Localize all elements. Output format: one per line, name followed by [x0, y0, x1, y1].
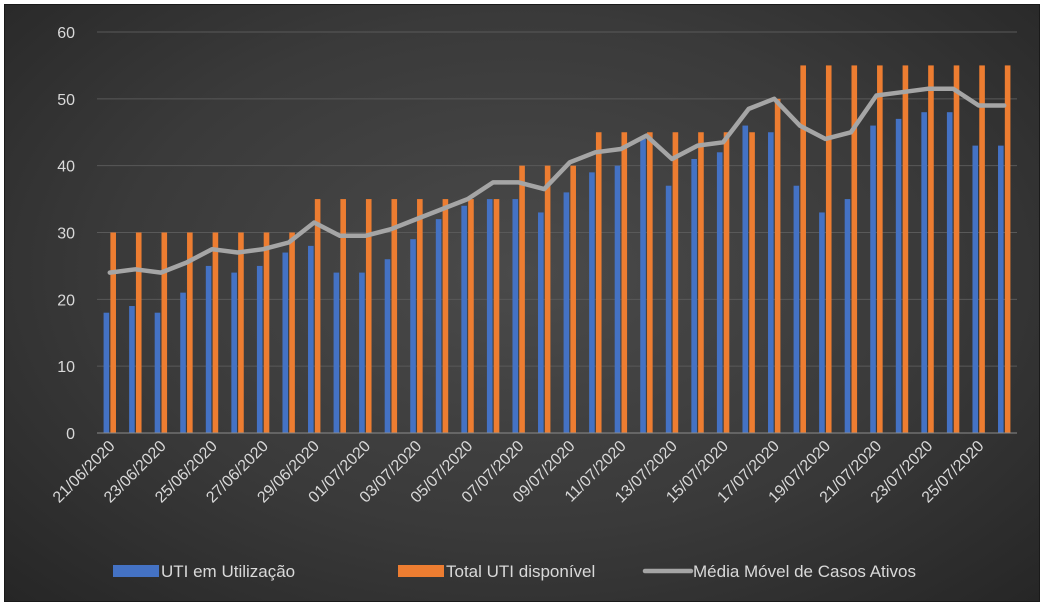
bar-uti-em-utilizacao [614, 165, 621, 433]
gridlines [97, 31, 1017, 367]
bar-total-uti-disponivel [519, 165, 525, 433]
bar-uti-em-utilizacao [180, 292, 186, 433]
bar-uti-em-utilizacao [972, 145, 979, 433]
bar-uti-em-utilizacao [231, 272, 237, 433]
x-axis-tick-labels: 21/06/202023/06/202025/06/202027/06/2020… [50, 438, 988, 507]
legend: UTI em Utilização Total UTI disponível Méd… [113, 562, 916, 581]
bar-uti-em-utilizacao [768, 132, 774, 433]
bar-uti-em-utilizacao [129, 306, 135, 433]
bar-uti-em-utilizacao [640, 138, 646, 433]
bar-uti-em-utilizacao [154, 312, 161, 433]
bar-uti-em-utilizacao [435, 219, 442, 433]
y-tick-label: 40 [57, 159, 75, 176]
bar-uti-em-utilizacao [256, 265, 263, 433]
line-series [107, 86, 1007, 275]
bar-uti-em-utilizacao [716, 152, 723, 434]
legend-label: Total UTI disponível [446, 562, 595, 581]
bar-uti-em-utilizacao [589, 172, 595, 433]
bar-uti-em-utilizacao [946, 112, 953, 433]
bar-total-uti-disponivel [212, 232, 219, 433]
bar-total-uti-disponivel [110, 232, 116, 433]
bar-total-uti-disponivel [187, 232, 193, 433]
bar-total-uti-disponivel [928, 65, 934, 433]
y-tick-label: 0 [66, 426, 75, 443]
bar-uti-em-utilizacao [512, 199, 519, 433]
bar-total-uti-disponivel [570, 165, 576, 433]
bar-total-uti-disponivel [340, 199, 346, 433]
bar-total-uti-disponivel [698, 132, 704, 433]
bar-uti-em-utilizacao [563, 192, 570, 433]
bar-total-uti-disponivel [825, 65, 832, 433]
bar-uti-em-utilizacao [538, 212, 544, 433]
bar-total-uti-disponivel [314, 199, 321, 433]
bar-total-uti-disponivel [442, 199, 449, 433]
bar-uti-em-utilizacao [870, 125, 876, 434]
bar-total-uti-disponivel [1004, 65, 1011, 433]
bar-total-uti-disponivel [595, 132, 602, 433]
y-tick-label: 20 [57, 292, 75, 309]
bar-uti-em-utilizacao [921, 112, 927, 433]
bar-total-uti-disponivel [417, 199, 423, 433]
bar-total-uti-disponivel [723, 132, 730, 433]
bar-total-uti-disponivel [365, 199, 372, 433]
bar-uti-em-utilizacao [895, 118, 902, 433]
bar-total-uti-disponivel [468, 199, 474, 433]
bar-total-uti-disponivel [289, 232, 295, 433]
bar-total-uti-disponivel [391, 199, 398, 433]
bar-uti-em-utilizacao [844, 199, 851, 433]
bar-uti-em-utilizacao [205, 265, 212, 433]
bar-total-uti-disponivel [749, 132, 755, 433]
bar-total-uti-disponivel [621, 132, 628, 433]
bar-uti-em-utilizacao [793, 185, 800, 433]
y-axis-tick-labels: 0 10 20 30 40 50 60 [57, 25, 75, 443]
chart-svg: 0 10 20 30 40 50 60 21/06/202023/06/202025/06/… [50, 25, 1017, 581]
bar-total-uti-disponivel [647, 132, 653, 433]
legend-swatch [398, 565, 444, 577]
legend-label: UTI em Utilização [161, 562, 295, 581]
line-media-movel-casos-ativos [107, 86, 1007, 275]
bar-uti-em-utilizacao [461, 205, 467, 433]
y-tick-label: 30 [57, 226, 75, 243]
bar-uti-em-utilizacao [998, 145, 1004, 433]
chart-frame: 0 10 20 30 40 50 60 21/06/2020 23/06/2020 25/06/… [4, 4, 1040, 602]
bar-total-uti-disponivel [672, 132, 679, 433]
bar-uti-em-utilizacao [742, 125, 749, 434]
bar-total-uti-disponivel [800, 65, 806, 433]
bar-total-uti-disponivel [774, 98, 781, 433]
bar-uti-em-utilizacao [103, 312, 110, 433]
bar-total-uti-disponivel [135, 232, 142, 433]
bar-total-uti-disponivel [877, 65, 883, 433]
bar-uti-em-utilizacao [308, 245, 314, 433]
bar-total-uti-disponivel [238, 232, 244, 433]
bar-uti-em-utilizacao [410, 239, 416, 433]
y-tick-label: 50 [57, 92, 75, 109]
bar-uti-em-utilizacao [384, 259, 391, 433]
bar-uti-em-utilizacao [359, 272, 365, 433]
bar-uti-em-utilizacao [486, 199, 493, 433]
y-tick-label: 60 [57, 25, 75, 42]
bar-total-uti-disponivel [263, 232, 270, 433]
bar-uti-em-utilizacao [282, 252, 289, 433]
bar-uti-em-utilizacao [333, 272, 340, 433]
bar-total-uti-disponivel [979, 65, 985, 433]
bar-total-uti-disponivel [493, 199, 500, 433]
y-tick-label: 10 [57, 359, 75, 376]
bar-total-uti-disponivel [953, 65, 960, 433]
bar-total-uti-disponivel [544, 165, 551, 433]
bar-total-uti-disponivel [851, 65, 858, 433]
legend-label: Média Móvel de Casos Ativos [693, 562, 916, 581]
bar-series [103, 65, 1011, 434]
bar-uti-em-utilizacao [691, 158, 697, 433]
bar-total-uti-disponivel [902, 65, 909, 433]
bar-total-uti-disponivel [161, 232, 168, 433]
bar-uti-em-utilizacao [819, 212, 825, 433]
bar-uti-em-utilizacao [665, 185, 672, 433]
legend-swatch [113, 565, 159, 577]
